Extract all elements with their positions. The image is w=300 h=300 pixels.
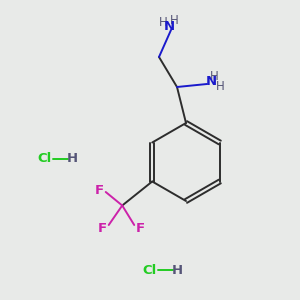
Text: Cl: Cl [142, 263, 157, 277]
Text: F: F [136, 221, 145, 235]
Text: H: H [159, 16, 168, 29]
Text: H: H [216, 80, 225, 93]
Text: F: F [98, 221, 107, 235]
Text: H: H [170, 14, 179, 27]
Text: H: H [66, 152, 78, 166]
Text: N: N [164, 20, 175, 33]
Text: Cl: Cl [37, 152, 52, 166]
Text: H: H [210, 70, 219, 83]
Text: H: H [171, 263, 183, 277]
Text: F: F [94, 184, 104, 197]
Text: N: N [206, 75, 217, 88]
